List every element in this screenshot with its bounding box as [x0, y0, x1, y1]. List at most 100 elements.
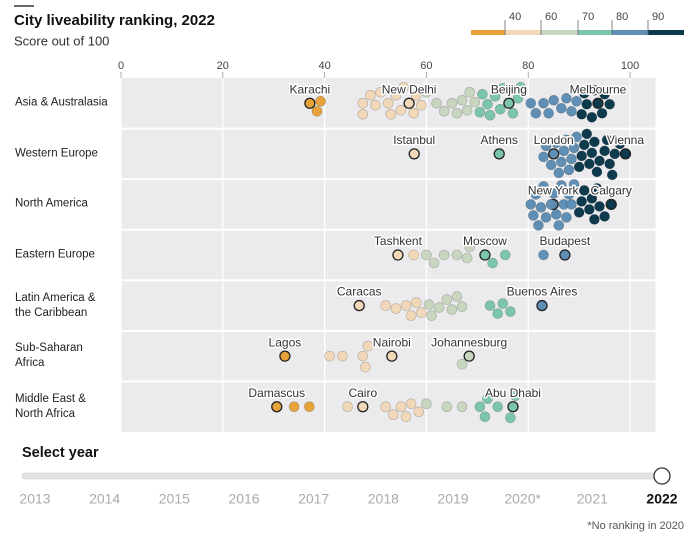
legend-tick-label: 70	[582, 11, 594, 23]
dot	[540, 212, 552, 223]
dot	[548, 188, 559, 199]
legend-swatch	[505, 30, 541, 35]
dot	[441, 294, 453, 305]
dot	[357, 108, 369, 120]
year-label[interactable]: 2019	[437, 491, 468, 507]
legend-tick-label: 80	[616, 11, 628, 23]
region-dots	[271, 390, 521, 424]
dot	[614, 138, 626, 150]
year-label[interactable]: 2020*	[504, 491, 541, 507]
dot	[589, 214, 600, 225]
city-label: Damascus	[248, 386, 305, 400]
dot	[438, 249, 450, 261]
year-label[interactable]: 2017	[298, 491, 329, 507]
footnote: *No ranking in 2020	[587, 520, 684, 532]
dot	[395, 401, 407, 413]
dot	[553, 220, 565, 231]
dot	[456, 301, 468, 312]
dot	[576, 150, 587, 162]
year-label[interactable]: 2021	[577, 491, 608, 507]
legend-tick-label: 90	[652, 11, 664, 23]
city-label: Abu Dhabi	[485, 386, 541, 400]
slider-label: Select year	[22, 445, 99, 461]
dot	[573, 161, 585, 173]
dot	[497, 298, 509, 309]
dot	[581, 98, 593, 110]
dot	[550, 209, 562, 220]
row-label: North America	[15, 197, 88, 210]
city-label: Vienna	[607, 133, 644, 147]
dot	[497, 82, 509, 94]
city-label: Tashkent	[374, 234, 423, 248]
highlight-dot	[503, 97, 515, 109]
year-label[interactable]: 2018	[368, 491, 399, 507]
slider-track[interactable]	[21, 472, 663, 480]
highlight-dot	[479, 249, 491, 261]
dot	[505, 306, 516, 317]
dot	[428, 257, 440, 269]
highlight-dot	[279, 350, 291, 362]
year-label[interactable]: 2016	[228, 491, 259, 507]
city-label: Budapest	[540, 234, 591, 248]
dot	[558, 145, 570, 157]
dot	[405, 398, 417, 410]
dot	[375, 86, 386, 98]
dot	[426, 310, 437, 321]
dot	[566, 105, 577, 117]
dot	[492, 401, 503, 413]
dot	[566, 199, 577, 210]
dot	[405, 310, 417, 321]
dot	[408, 107, 420, 119]
region-dots	[279, 340, 475, 373]
dot	[561, 92, 572, 104]
dot	[477, 88, 488, 100]
x-tick-label: 80	[522, 60, 534, 72]
dot	[362, 340, 374, 352]
dot	[601, 134, 613, 146]
dot	[543, 107, 554, 119]
dot	[530, 107, 542, 119]
highlight-dot	[392, 249, 404, 261]
highlight-dot	[548, 148, 560, 160]
dot	[446, 97, 458, 109]
dot	[482, 98, 493, 110]
dot	[538, 181, 549, 192]
highlight-dot	[408, 148, 420, 160]
year-label[interactable]: 2022	[646, 491, 677, 507]
legend-swatch	[541, 30, 578, 35]
dot	[538, 151, 549, 163]
dot	[489, 90, 501, 102]
year-label[interactable]: 2015	[159, 491, 190, 507]
dot	[561, 134, 572, 146]
year-label[interactable]: 2013	[19, 491, 50, 507]
highlight-dot	[304, 97, 316, 109]
dot	[556, 180, 567, 191]
dot	[606, 169, 618, 181]
city-label: Lagos	[269, 335, 302, 349]
dot	[410, 297, 422, 308]
city-label: Beijing	[491, 82, 527, 96]
dot	[566, 153, 577, 165]
legend-swatch	[612, 30, 648, 35]
dot	[548, 94, 559, 106]
dot	[390, 303, 402, 314]
highlight-dot	[605, 198, 617, 211]
dot	[594, 155, 605, 167]
slider-handle[interactable]	[653, 467, 671, 485]
dot	[581, 128, 593, 140]
year-label[interactable]: 2014	[89, 491, 120, 507]
dot	[456, 358, 468, 370]
dot	[604, 158, 615, 170]
dot	[433, 302, 445, 313]
dot	[385, 108, 397, 120]
dot	[515, 81, 526, 93]
dot	[584, 158, 595, 170]
dot	[421, 249, 432, 261]
dot	[525, 97, 537, 109]
highlight-dot	[493, 148, 505, 160]
dot	[464, 86, 475, 98]
dot	[591, 183, 603, 194]
legend-swatch	[471, 30, 505, 35]
dot	[589, 136, 600, 148]
